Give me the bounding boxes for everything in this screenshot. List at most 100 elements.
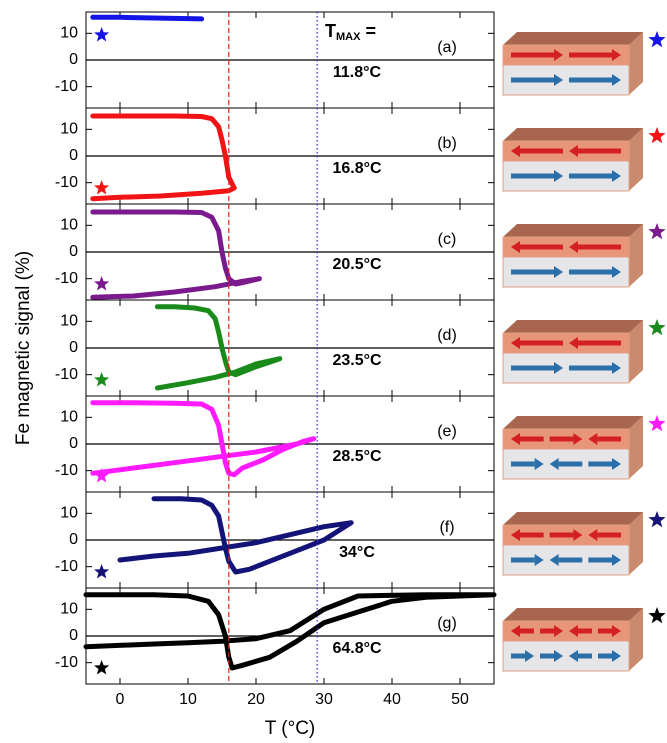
data-curve — [90, 113, 237, 202]
tmax-subscript: MAX — [336, 31, 361, 43]
diagram-star — [648, 31, 666, 48]
y-axis-label: Fe magnetic signal (%) — [13, 251, 34, 445]
tmax-value: 20.5°C — [332, 256, 382, 273]
y-tick-label: -10 — [55, 462, 78, 479]
layer-top-face — [503, 128, 643, 141]
data-curve — [90, 209, 262, 300]
marker-star — [94, 27, 110, 42]
tmax-value: 64.8°C — [332, 640, 382, 657]
diagram-star — [648, 511, 666, 528]
data-curve — [154, 304, 283, 391]
diagram-star — [648, 607, 666, 624]
arrow-head — [573, 529, 583, 541]
data-curve — [117, 496, 354, 575]
arrow-head — [554, 362, 563, 374]
y-tick-label: -10 — [55, 270, 78, 287]
layer-top-face — [503, 608, 643, 621]
arrow-head — [534, 458, 544, 470]
y-tick-label: -10 — [55, 654, 78, 671]
layer-side-face — [629, 512, 643, 575]
arrow-head — [612, 362, 621, 374]
y-tick-label: -10 — [55, 78, 78, 95]
x-axis-label: T (°C) — [265, 718, 316, 739]
x-tick-label: 30 — [315, 691, 333, 708]
layer-side-face — [629, 416, 643, 479]
y-tick-label: 10 — [60, 505, 78, 522]
panel-label: (f) — [439, 519, 454, 536]
arrow-head — [554, 74, 563, 86]
marker-star — [94, 468, 110, 483]
layer-side-face — [629, 608, 643, 671]
arrow-head — [511, 625, 520, 637]
marker-star — [94, 276, 110, 291]
panel-label: (e) — [437, 423, 457, 440]
y-tick-label: 0 — [69, 435, 78, 452]
arrow-head — [554, 266, 563, 278]
arrow-head — [612, 170, 621, 182]
tmax-symbol: T — [325, 21, 336, 41]
panel-label: (c) — [438, 231, 457, 248]
layer-top-face — [503, 32, 643, 45]
arrow-head — [612, 625, 621, 637]
y-tick-label: 10 — [60, 121, 78, 138]
y-tick-label: 0 — [69, 147, 78, 164]
arrow-head — [511, 337, 520, 349]
y-tick-label: 10 — [60, 25, 78, 42]
tmax-suffix: = — [365, 21, 376, 41]
arrow-head — [554, 49, 563, 61]
x-tick-label: 40 — [383, 691, 401, 708]
arrow-head — [612, 74, 621, 86]
arrow-head — [569, 241, 578, 253]
arrow-head — [569, 650, 578, 662]
diagram-star — [648, 319, 666, 336]
arrow-head — [511, 241, 520, 253]
marker-star — [94, 180, 110, 195]
arrow-head — [554, 170, 563, 182]
arrow-head — [569, 337, 578, 349]
arrow-head — [588, 529, 598, 541]
y-tick-label: 0 — [69, 51, 78, 68]
data-curve — [90, 14, 205, 22]
layer-side-face — [629, 128, 643, 191]
diagram-star — [648, 415, 666, 432]
y-tick-label: 10 — [60, 217, 78, 234]
y-tick-label: 10 — [60, 313, 78, 330]
arrow-head — [525, 650, 534, 662]
panel-label-bg — [430, 230, 464, 248]
panel-label-bg — [430, 134, 464, 152]
panel-label-bg — [430, 518, 464, 536]
layer-side-face — [629, 320, 643, 383]
diagram-star — [648, 223, 666, 240]
arrow-head — [569, 145, 578, 157]
arrow-head — [573, 433, 583, 445]
arrow-head — [612, 650, 621, 662]
arrow-head — [612, 458, 621, 470]
x-tick-label: 10 — [179, 691, 197, 708]
x-tick-label: 0 — [116, 691, 125, 708]
y-tick-label: 0 — [69, 339, 78, 356]
marker-star — [94, 660, 110, 675]
y-tick-label: 0 — [69, 531, 78, 548]
tmax-value: 11.8°C — [333, 64, 382, 81]
panel-label: (d) — [437, 327, 457, 344]
tmax-value: 28.5°C — [332, 448, 382, 465]
marker-star — [94, 564, 110, 579]
y-tick-label: -10 — [55, 558, 78, 575]
y-tick-label: 0 — [69, 627, 78, 644]
y-tick-label: 0 — [69, 243, 78, 260]
panel-label-bg — [430, 614, 464, 632]
panel-label: (g) — [437, 615, 457, 632]
x-tick-label: 20 — [247, 691, 265, 708]
arrow-head — [612, 266, 621, 278]
tmax-heading: TMAX = — [325, 21, 376, 43]
marker-star — [94, 372, 110, 387]
arrow-head — [511, 529, 520, 541]
panel-label: (b) — [437, 135, 457, 152]
tmax-value: 34°C — [339, 544, 375, 561]
arrow-head — [612, 554, 621, 566]
layer-top-face — [503, 320, 643, 333]
layer-top-face — [503, 224, 643, 237]
panel-label-bg — [430, 326, 464, 344]
layer-side-face — [629, 224, 643, 287]
